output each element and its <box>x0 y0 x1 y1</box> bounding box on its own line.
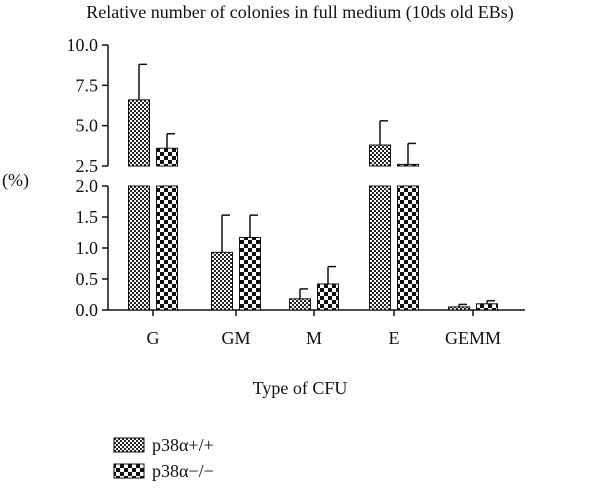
y-tick-label: 5.0 <box>76 116 99 136</box>
bar <box>239 236 261 311</box>
x-tick-label: GEMM <box>445 328 501 348</box>
legend-swatch-p38a-ko <box>113 463 145 479</box>
x-tick-label: M <box>306 328 322 348</box>
legend-label-p38a-ko: p38α−/− <box>152 461 214 481</box>
y-tick-label: 2.0 <box>76 176 99 196</box>
x-axis-label: Type of CFU <box>253 378 348 398</box>
bar <box>448 306 470 311</box>
bar <box>211 251 233 311</box>
legend-label-p38a-wt: p38α+/+ <box>152 435 214 455</box>
y-tick-label: 7.5 <box>76 75 99 95</box>
y-tick-label: 0.5 <box>76 269 99 289</box>
bar <box>156 185 178 311</box>
y-axis-label: (%) <box>2 170 29 191</box>
y-tick-label: 1.5 <box>76 207 99 227</box>
bar <box>317 283 339 311</box>
legend: p38α+/+ p38α−/− <box>113 435 214 481</box>
bar <box>289 298 311 311</box>
bar <box>128 185 150 311</box>
y-tick-label: 2.5 <box>76 156 99 176</box>
tick-labels: 0.0 0.5 1.0 1.5 2.02.5 5.0 7.5 10.0 G GM M E GEMM <box>67 35 502 348</box>
legend-swatch-p38a-wt <box>113 437 145 453</box>
bar <box>397 163 419 167</box>
bar <box>476 303 498 311</box>
y-tick-label: 10.0 <box>67 35 99 55</box>
bar <box>369 185 391 311</box>
x-tick-label: E <box>389 328 400 348</box>
bars <box>128 63 498 311</box>
chart-title: Relative number of colonies in full medi… <box>86 2 513 23</box>
x-tick-label: GM <box>221 328 250 348</box>
bar <box>397 185 419 311</box>
y-tick-label: 1.0 <box>76 238 99 258</box>
x-tick-label: G <box>147 328 160 348</box>
bar <box>128 99 150 167</box>
y-tick-label: 0.0 <box>76 300 99 320</box>
bar <box>156 147 178 167</box>
bar <box>369 144 391 167</box>
